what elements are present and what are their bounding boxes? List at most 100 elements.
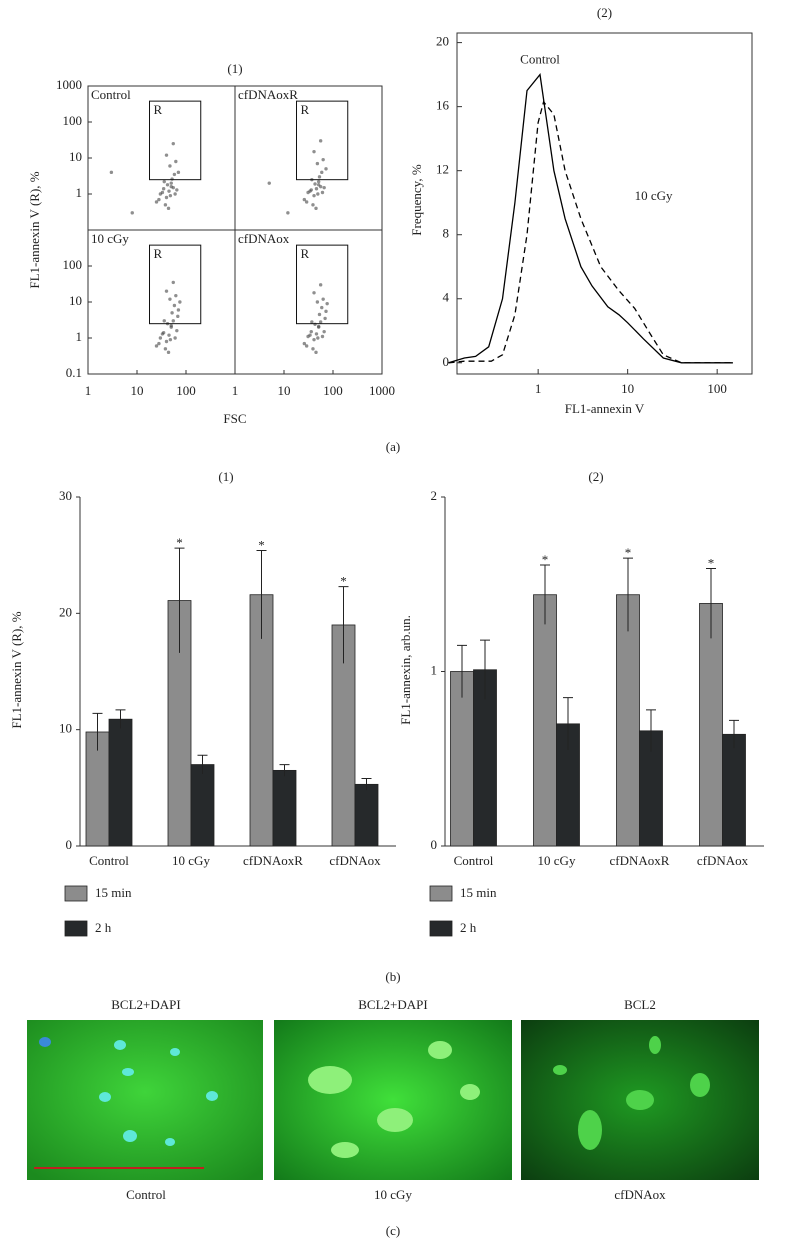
point — [267, 181, 271, 185]
point — [318, 283, 323, 287]
point — [316, 325, 321, 329]
bar — [272, 769, 297, 847]
legend-label: 15 min — [460, 885, 497, 900]
x-tick-label: 10 — [621, 381, 634, 396]
point — [154, 344, 159, 348]
error-bar — [115, 709, 126, 729]
point — [166, 350, 171, 355]
y-tick-label: 10 — [59, 721, 72, 736]
x-tick-label: 10 cGy — [538, 853, 576, 868]
legend-label: 2 h — [460, 920, 477, 935]
error-bar — [92, 712, 103, 751]
point — [168, 164, 172, 168]
y-tick-label: 20 — [436, 34, 449, 49]
bar — [616, 594, 640, 847]
error-bar — [361, 778, 372, 791]
bar — [190, 764, 215, 847]
x-tick-label: Control — [89, 853, 129, 868]
point — [164, 289, 169, 293]
y-tick-label: 100 — [63, 257, 83, 272]
image-title: BCL2 — [624, 997, 656, 1012]
y-tick-label: 2 — [431, 488, 438, 503]
point — [157, 197, 161, 202]
point — [315, 300, 320, 304]
panel-label: (a) — [386, 439, 400, 454]
y-axis-label: FL1-annexin V (R), % — [27, 171, 42, 288]
x-tick-label: 10 — [131, 383, 144, 398]
error-bar — [540, 564, 550, 625]
point — [164, 153, 169, 157]
x-tick-label: cfDNAoxR — [243, 853, 303, 868]
point — [314, 350, 318, 355]
significance: * — [258, 537, 265, 552]
point — [162, 319, 166, 323]
point — [286, 211, 290, 215]
y-tick-label: 0 — [431, 837, 438, 852]
x-tick-label: 100 — [323, 383, 343, 398]
point — [170, 177, 174, 181]
point — [315, 161, 320, 166]
subplot-name: Control — [91, 87, 131, 102]
legend-swatch — [429, 920, 453, 937]
gate-label: R — [301, 246, 310, 261]
y-tick-label: 4 — [443, 290, 450, 305]
point — [169, 184, 173, 189]
point — [318, 139, 323, 143]
point — [171, 319, 175, 323]
point — [316, 336, 320, 340]
point — [317, 312, 322, 317]
x-axis-label: FL1-annexin V — [565, 401, 645, 416]
y-tick-label: 0 — [66, 837, 73, 852]
point — [320, 190, 325, 195]
bar — [108, 718, 133, 847]
cells — [308, 1041, 480, 1158]
point — [167, 333, 171, 337]
x-axis-label: FSC — [223, 411, 246, 426]
error-bar — [729, 719, 739, 749]
error-bar — [457, 644, 467, 698]
point — [168, 337, 173, 342]
point — [169, 181, 173, 185]
x-tick-label: 1000 — [369, 383, 395, 398]
point — [324, 167, 328, 171]
micrograph — [274, 1020, 512, 1180]
y-tick-label: 1 — [431, 662, 438, 677]
error-bar — [623, 557, 633, 632]
x-tick-label: 100 — [707, 381, 727, 396]
y-tick-label: 30 — [59, 488, 72, 503]
significance: * — [542, 552, 549, 567]
point — [154, 200, 159, 204]
plot-frame — [456, 32, 753, 375]
point — [316, 183, 321, 187]
legend-swatch — [429, 885, 453, 902]
point — [162, 179, 166, 184]
image-caption: 10 cGy — [374, 1187, 412, 1202]
point — [171, 141, 175, 146]
point — [164, 195, 169, 200]
point — [157, 341, 161, 346]
point — [160, 190, 165, 195]
point — [168, 193, 173, 198]
image-title: BCL2+DAPI — [111, 997, 180, 1012]
x-tick-label: cfDNAoxR — [610, 853, 670, 868]
point — [169, 323, 173, 328]
y-tick-label: 10 — [69, 149, 82, 164]
series-label: Control — [520, 52, 560, 67]
point — [175, 188, 179, 192]
point — [165, 183, 170, 187]
x-tick-label: 100 — [176, 383, 196, 398]
panel-label: (b) — [385, 969, 400, 984]
point — [160, 332, 165, 336]
point — [313, 182, 317, 186]
gate — [149, 244, 202, 325]
gate-label: R — [154, 102, 163, 117]
point — [158, 336, 163, 340]
point — [176, 308, 181, 312]
error-bar — [480, 639, 490, 700]
point — [109, 170, 114, 175]
point — [322, 185, 326, 190]
point — [312, 149, 316, 154]
x-tick-label: 10 cGy — [172, 853, 210, 868]
point — [171, 280, 175, 285]
point — [302, 197, 307, 202]
